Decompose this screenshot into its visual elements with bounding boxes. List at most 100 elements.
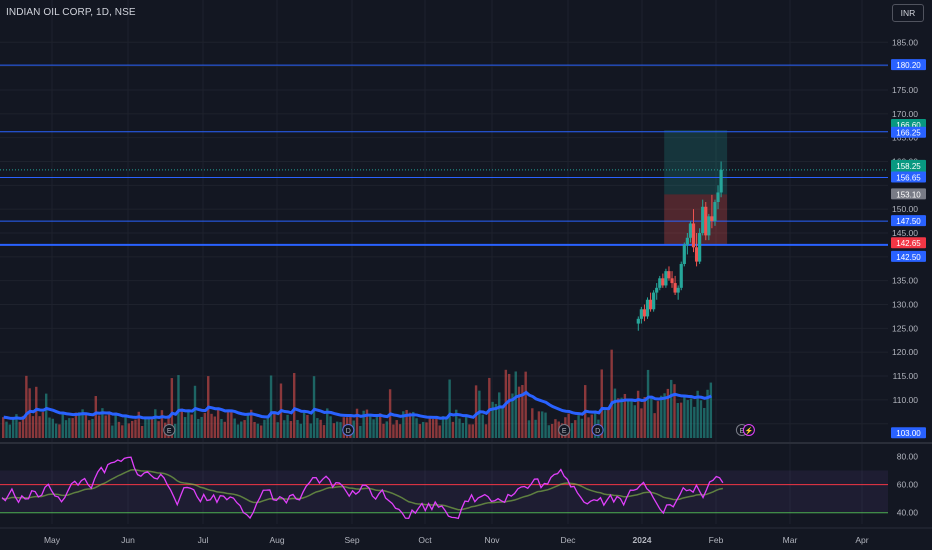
volume-bar xyxy=(663,393,666,438)
volume-ma-line xyxy=(3,390,712,420)
volume-bar xyxy=(527,420,531,438)
volume-bar xyxy=(574,420,577,438)
volume-bar xyxy=(464,415,468,438)
price-tick-label: 130.00 xyxy=(892,300,918,310)
volume-bar xyxy=(233,418,236,438)
candle-body xyxy=(658,278,662,288)
candle-body xyxy=(688,223,693,238)
volume-bar xyxy=(84,414,88,438)
candle-body xyxy=(645,299,650,317)
price-label-badge xyxy=(891,59,926,71)
volume-bar xyxy=(438,425,441,438)
price-label-text: 166.60 xyxy=(896,121,921,130)
time-axis-label: Jun xyxy=(121,535,135,545)
volume-bar xyxy=(445,418,448,438)
volume-bar xyxy=(240,421,243,438)
price-label-text: 180.20 xyxy=(896,61,921,70)
volume-bar xyxy=(250,409,253,438)
volume-bar xyxy=(38,416,41,438)
price-label-badge xyxy=(891,250,926,262)
candle-body xyxy=(661,278,665,286)
volume-bar xyxy=(355,408,359,438)
volume-bar xyxy=(319,419,322,438)
volume-bar xyxy=(124,416,127,438)
volume-bar xyxy=(501,408,504,438)
volume-bar xyxy=(703,407,706,438)
candle-body xyxy=(691,223,696,248)
volume-bar xyxy=(31,416,35,438)
volume-bar xyxy=(626,400,630,438)
event-marker-label: E xyxy=(562,428,567,435)
volume-bar xyxy=(302,412,306,438)
volume-bar xyxy=(154,409,157,438)
time-axis-label: Oct xyxy=(418,535,432,545)
volume-bar xyxy=(676,403,679,438)
candle-body xyxy=(704,206,708,236)
volume-bar xyxy=(640,408,643,438)
volume-bar xyxy=(491,401,494,438)
candle-body xyxy=(664,271,668,286)
volume-bar xyxy=(87,420,91,438)
volume-bar xyxy=(170,378,174,438)
volume-bar xyxy=(656,401,660,438)
volume-bar xyxy=(514,371,517,438)
time-axis-label: 2024 xyxy=(633,535,652,545)
volume-bar xyxy=(332,423,336,438)
candle-body xyxy=(673,283,677,293)
volume-bar xyxy=(421,421,425,438)
rsi-tick-label: 40.00 xyxy=(897,508,919,518)
volume-bar xyxy=(223,421,226,438)
candle-body xyxy=(719,169,723,193)
volume-bar xyxy=(58,424,61,438)
candle-body xyxy=(716,192,720,203)
volume-bar xyxy=(375,415,379,438)
volume-bar xyxy=(157,421,160,438)
volume-bar xyxy=(580,418,584,438)
volume-bar xyxy=(121,425,124,438)
candle-body xyxy=(652,292,656,310)
volume-bar xyxy=(696,390,699,438)
price-label-text: 142.65 xyxy=(896,239,921,248)
volume-bar xyxy=(8,424,12,438)
volume-bar xyxy=(669,379,673,438)
volume-bar xyxy=(266,417,269,438)
volume-bar xyxy=(633,405,637,438)
volume-bar xyxy=(243,420,246,438)
volume-bar xyxy=(544,412,547,438)
volume-bar xyxy=(220,418,223,438)
volume-bar xyxy=(408,412,412,438)
volume-bar xyxy=(35,386,38,438)
price-tick-label: 125.00 xyxy=(892,323,918,333)
price-label-badge xyxy=(891,215,926,227)
volume-bar xyxy=(534,419,537,438)
volume-bar xyxy=(498,392,501,438)
volume-bar xyxy=(183,417,187,438)
candle-body xyxy=(667,271,671,279)
candle-body xyxy=(694,247,699,262)
price-label-text: 166.25 xyxy=(896,129,921,138)
volume-bar xyxy=(256,423,260,438)
volume-bar xyxy=(140,425,144,438)
candle-body xyxy=(636,318,640,324)
volume-bar xyxy=(293,373,296,438)
volume-bar xyxy=(326,408,329,438)
volume-bar xyxy=(385,421,388,438)
volume-bar xyxy=(570,423,574,438)
price-label-text: 103.00 xyxy=(896,429,921,438)
volume-bar xyxy=(114,413,117,438)
price-label-text: 153.10 xyxy=(896,190,921,199)
volume-bar xyxy=(15,414,18,438)
time-axis-label: Aug xyxy=(269,535,284,545)
volume-bar xyxy=(316,418,319,438)
price-label-badge xyxy=(891,188,926,200)
volume-bar xyxy=(673,384,676,438)
volume-bar xyxy=(484,424,488,438)
time-axis-label: Apr xyxy=(855,535,868,545)
event-marker-icon xyxy=(591,424,604,436)
volume-bar xyxy=(213,416,217,438)
volume-bar xyxy=(44,393,48,438)
currency-button[interactable]: INR xyxy=(892,4,924,22)
volume-bar xyxy=(127,423,131,438)
volume-bar xyxy=(603,410,607,438)
